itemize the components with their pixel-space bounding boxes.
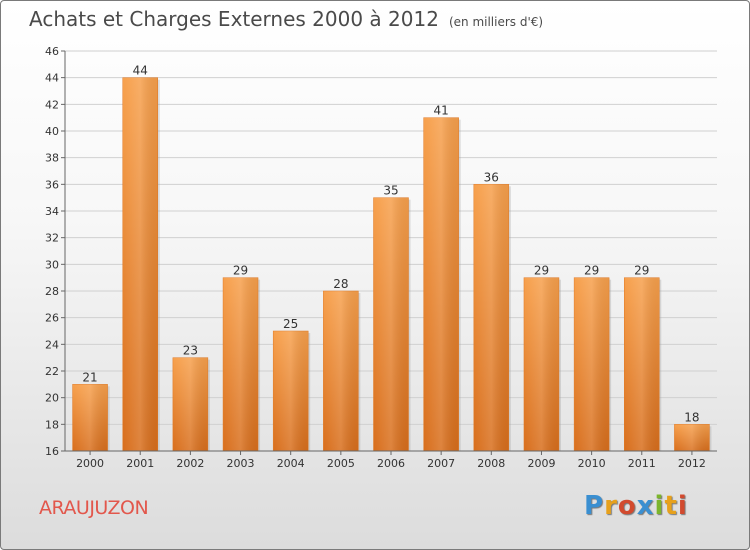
- logo-letter: x: [636, 491, 655, 521]
- x-tick-label: 2001: [126, 457, 154, 470]
- logo-letter: i: [677, 491, 688, 521]
- data-label: 23: [183, 344, 198, 358]
- y-tick-label: 16: [45, 445, 59, 458]
- logo-letter: i: [654, 491, 665, 521]
- proxiti-logo[interactable]: Proxiti: [584, 491, 688, 521]
- chart-title-text: Achats et Charges Externes 2000 à 2012: [29, 7, 439, 31]
- bar-highlight: [574, 277, 610, 451]
- logo-letter: P: [584, 491, 605, 521]
- bar-highlight: [674, 424, 710, 451]
- chart-title: Achats et Charges Externes 2000 à 2012 (e…: [29, 7, 543, 31]
- y-tick-label: 36: [45, 178, 59, 191]
- y-tick-label: 42: [45, 98, 59, 111]
- logo-letter: o: [617, 491, 637, 521]
- data-label: 41: [434, 104, 449, 118]
- y-tick-label: 44: [45, 72, 59, 85]
- data-label: 21: [82, 370, 97, 384]
- data-label: 25: [283, 317, 298, 331]
- y-tick-label: 46: [45, 45, 59, 58]
- y-tick-label: 38: [45, 152, 59, 165]
- y-tick-label: 26: [45, 312, 59, 325]
- bars: 21 44 23 29 25 28 35 41 36 29 29 29 18: [72, 64, 712, 452]
- y-tick-label: 40: [45, 125, 59, 138]
- x-tick-label: 2003: [227, 457, 255, 470]
- y-tick-label: 24: [45, 338, 59, 351]
- bar-highlight: [122, 77, 158, 452]
- chart-subtitle: (en milliers d'€): [448, 15, 544, 29]
- logo-letter: t: [664, 491, 678, 521]
- data-label: 35: [383, 184, 398, 198]
- x-tick-label: 2004: [277, 457, 305, 470]
- data-label: 36: [484, 170, 499, 184]
- data-label: 29: [534, 264, 549, 278]
- y-tick-label: 32: [45, 232, 59, 245]
- x-tick-label: 2010: [578, 457, 606, 470]
- commune-name: ARAUJUZON: [39, 497, 149, 519]
- y-axis: 16 18 20 22 24 26 28 30 32 34 36 38 40 42 44 46: [45, 45, 66, 458]
- y-tick-label: 20: [45, 392, 59, 405]
- x-tick-label: 2008: [477, 457, 505, 470]
- x-axis: 2000 2001 2002 2003 2004 2005 2006 2007 2008 2009…: [65, 450, 717, 470]
- y-tick-label: 28: [45, 285, 59, 298]
- bar-highlight: [423, 117, 459, 452]
- data-label: 29: [584, 264, 599, 278]
- bar-highlight: [72, 384, 108, 451]
- bar-highlight: [373, 197, 409, 451]
- bar-highlight: [223, 277, 259, 451]
- bar-highlight: [172, 357, 208, 451]
- x-tick-label: 2000: [76, 457, 104, 470]
- data-label: 18: [684, 410, 699, 424]
- bar-highlight: [323, 291, 359, 451]
- y-tick-label: 18: [45, 418, 59, 431]
- data-label: 29: [634, 264, 649, 278]
- data-label: 29: [233, 264, 248, 278]
- x-tick-label: 2009: [527, 457, 555, 470]
- bar-highlight: [273, 331, 309, 451]
- data-label: 28: [333, 277, 348, 291]
- x-tick-label: 2011: [628, 457, 656, 470]
- logo-letter: r: [604, 491, 618, 521]
- x-tick-label: 2006: [377, 457, 405, 470]
- x-tick-label: 2005: [327, 457, 355, 470]
- x-tick-label: 2002: [176, 457, 204, 470]
- bar-highlight: [624, 277, 660, 451]
- x-tick-label: 2012: [678, 457, 706, 470]
- data-label: 44: [133, 64, 148, 78]
- x-tick-label: 2007: [427, 457, 455, 470]
- y-tick-label: 22: [45, 365, 59, 378]
- y-tick-label: 30: [45, 258, 59, 271]
- y-tick-label: 34: [45, 205, 59, 218]
- bar-highlight: [523, 277, 559, 451]
- bar-highlight: [473, 184, 509, 452]
